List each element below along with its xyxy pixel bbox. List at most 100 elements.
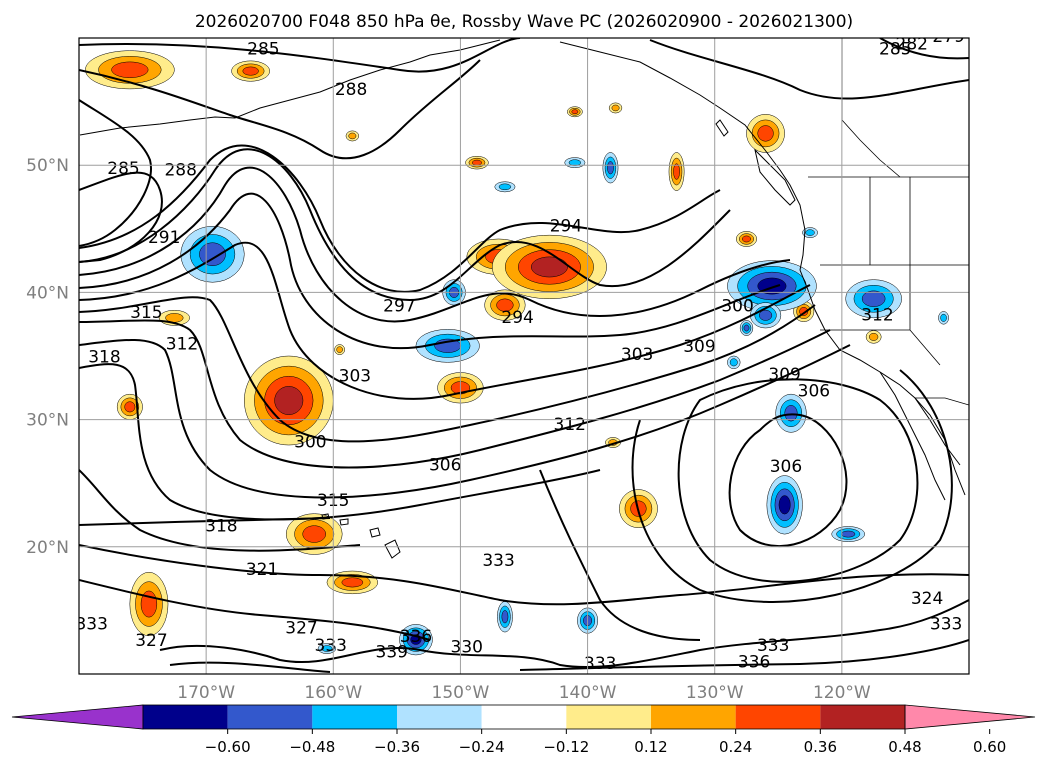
longitude-tick-label: 170°W bbox=[177, 683, 235, 703]
latitude-tick-labels: 50°N 40°N 30°N 20°N bbox=[26, 156, 69, 558]
haida-gwaii bbox=[715, 119, 729, 137]
contour-label: 333 bbox=[584, 654, 616, 674]
contour-labels-layer: 285 288 285 288 291 297 294 294 303 300 315 318 312 3… bbox=[75, 34, 965, 674]
positive-anomaly-11-level-2 bbox=[341, 577, 364, 588]
contour-label: 312 bbox=[166, 335, 198, 355]
negative-anomaly-8-level-2 bbox=[841, 530, 856, 538]
latitude-tick-label: 50°N bbox=[26, 156, 69, 176]
colorbar-segment bbox=[820, 705, 905, 729]
colorbar-tick-label: 0.36 bbox=[804, 738, 837, 756]
contour-label: 282 bbox=[896, 34, 928, 54]
gulf-of-california bbox=[914, 397, 961, 466]
contour-label: 324 bbox=[911, 589, 943, 609]
negative-anomaly-5-level-2 bbox=[861, 290, 886, 307]
contour-label: 327 bbox=[285, 618, 317, 638]
map-plot-area: 285 288 285 288 291 297 294 294 303 300 315 318 312 3… bbox=[75, 34, 969, 674]
negative-anomaly-16-level-1 bbox=[805, 229, 815, 236]
contour-285-north bbox=[79, 38, 521, 73]
contour-label: 303 bbox=[621, 345, 653, 365]
positive-anomaly-16-level-1 bbox=[348, 132, 357, 140]
colorbar-tick-label: −0.24 bbox=[459, 738, 505, 756]
colorbar-tick-label: 0.24 bbox=[719, 738, 752, 756]
contour-294-jet-a bbox=[79, 144, 721, 293]
latitude-tick-label: 40°N bbox=[26, 283, 69, 303]
contour-label: 285 bbox=[247, 40, 279, 60]
longitude-tick-label: 160°W bbox=[304, 683, 362, 703]
colorbar-segment bbox=[312, 705, 397, 729]
colorbar-tick-label: 0.60 bbox=[973, 738, 1006, 756]
colorbar-segment bbox=[735, 705, 821, 729]
colorbar: −0.60 −0.48 −0.36 −0.24 −0.12 0.12 0.24 0.36 0.4… bbox=[11, 704, 1036, 756]
colorbar-tick-label: −0.48 bbox=[289, 738, 335, 756]
contour-label: 300 bbox=[721, 296, 753, 316]
contour-label: 309 bbox=[683, 337, 715, 357]
longitude-tick-label: 140°W bbox=[559, 683, 617, 703]
colorbar-segment bbox=[227, 705, 313, 729]
contour-label: 312 bbox=[554, 415, 586, 435]
positive-anomaly-19-level-1 bbox=[611, 104, 620, 112]
contour-318-south bbox=[79, 517, 331, 526]
contour-label: 288 bbox=[335, 80, 367, 100]
contour-label: 333 bbox=[75, 614, 107, 634]
contour-label: 291 bbox=[148, 228, 180, 248]
contour-306-eddy bbox=[728, 413, 848, 547]
contour-ne-ridge bbox=[649, 39, 969, 100]
positive-anomaly-9-level-2 bbox=[124, 401, 136, 413]
contour-west-ridge bbox=[79, 99, 152, 247]
contour-label: 306 bbox=[798, 382, 830, 402]
contour-label: 294 bbox=[550, 216, 582, 236]
contour-label: 330 bbox=[451, 637, 483, 657]
contour-label: 303 bbox=[339, 366, 371, 386]
contour-327 bbox=[79, 579, 431, 641]
negative-anomaly-18-level-1 bbox=[940, 313, 947, 322]
positive-anomaly-10-level-2 bbox=[302, 525, 326, 543]
colorbar-tick-label: −0.60 bbox=[205, 738, 251, 756]
longitude-tick-label: 120°W bbox=[813, 683, 871, 703]
longitude-tick-label: 130°W bbox=[686, 683, 744, 703]
positive-anomaly-22-level-1 bbox=[336, 346, 343, 353]
negative-anomaly-7-level-3 bbox=[778, 495, 791, 515]
contour-309-eddy bbox=[677, 378, 919, 583]
colorbar-tick-label: 0.12 bbox=[634, 738, 667, 756]
negative-anomaly-12-level-2 bbox=[501, 610, 509, 624]
contour-336 bbox=[169, 639, 969, 673]
negative-anomaly-14-level-1 bbox=[321, 645, 333, 652]
vancouver-island bbox=[754, 148, 796, 206]
negative-anomaly-9-level-2 bbox=[607, 161, 614, 175]
colorbar-extend-low bbox=[11, 704, 144, 730]
contour-label: 318 bbox=[205, 517, 237, 537]
graticule-layer bbox=[79, 38, 969, 674]
contour-306-jet bbox=[79, 241, 811, 400]
latitude-tick-label: 20°N bbox=[26, 538, 69, 558]
contour-label: 300 bbox=[294, 433, 326, 453]
contour-label: 306 bbox=[429, 455, 461, 475]
positive-anomaly-20-level-2 bbox=[742, 235, 751, 243]
negative-anomaly-4-level-2 bbox=[759, 309, 773, 321]
hawaii-maui bbox=[369, 527, 381, 538]
contour-label: 321 bbox=[246, 560, 278, 580]
positive-anomaly-1-level-2 bbox=[242, 66, 259, 76]
theta-e-contours-layer bbox=[79, 38, 969, 673]
contour-label: 333 bbox=[930, 614, 962, 634]
contour-330-east bbox=[539, 469, 701, 641]
positive-anomaly-18-level-2 bbox=[571, 109, 579, 115]
contour-label: 333 bbox=[482, 551, 514, 571]
colorbar-segment bbox=[566, 705, 651, 729]
hawaii-oahu bbox=[339, 518, 349, 526]
colorbar-segment bbox=[397, 705, 482, 729]
longitude-tick-labels: 170°W 160°W 150°W 140°W 130°W 120°W bbox=[177, 683, 871, 703]
contour-288-north bbox=[79, 59, 481, 160]
contour-label: 339 bbox=[376, 642, 408, 662]
contour-300-jet bbox=[79, 166, 791, 323]
negative-anomaly-15-level-2 bbox=[743, 324, 750, 332]
contour-315-jet bbox=[79, 339, 851, 499]
positive-anomaly-7-level-2 bbox=[757, 125, 774, 142]
positive-anomaly-5-level-2 bbox=[496, 298, 514, 312]
us-state-lines bbox=[820, 177, 969, 366]
colorbar-tick-label: 0.48 bbox=[888, 738, 921, 756]
positive-anomaly-4-level-3 bbox=[530, 256, 568, 278]
contour-label: 333 bbox=[757, 636, 789, 656]
hawaii-big-island bbox=[384, 539, 401, 559]
contour-label: 309 bbox=[768, 365, 800, 385]
contour-label: 288 bbox=[164, 160, 196, 180]
